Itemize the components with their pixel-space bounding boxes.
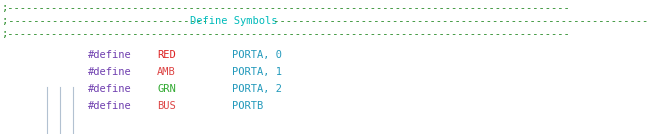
Text: PORTA, 0: PORTA, 0 [232,50,282,60]
Text: RED: RED [157,50,176,60]
Text: AMB: AMB [157,67,176,77]
Text: #define: #define [88,101,132,111]
Text: #define: #define [88,84,132,94]
Text: Define Symbols: Define Symbols [190,16,277,26]
Text: PORTA, 2: PORTA, 2 [232,84,282,94]
Text: #define: #define [88,67,132,77]
Text: ;--------------------------------: ;-------------------------------- [2,16,215,26]
Text: GRN: GRN [157,84,176,94]
Text: ;-------------------------------------------------------------------------------: ;---------------------------------------… [2,3,571,13]
Text: ;-------------------------------------------------------------------------------: ;---------------------------------------… [2,29,571,39]
Text: BUS: BUS [157,101,176,111]
Text: PORTB: PORTB [232,101,263,111]
Text: PORTA, 1: PORTA, 1 [232,67,282,77]
Text: #define: #define [88,50,132,60]
Text: ---------------------------------------------------------------: ----------------------------------------… [267,16,647,26]
